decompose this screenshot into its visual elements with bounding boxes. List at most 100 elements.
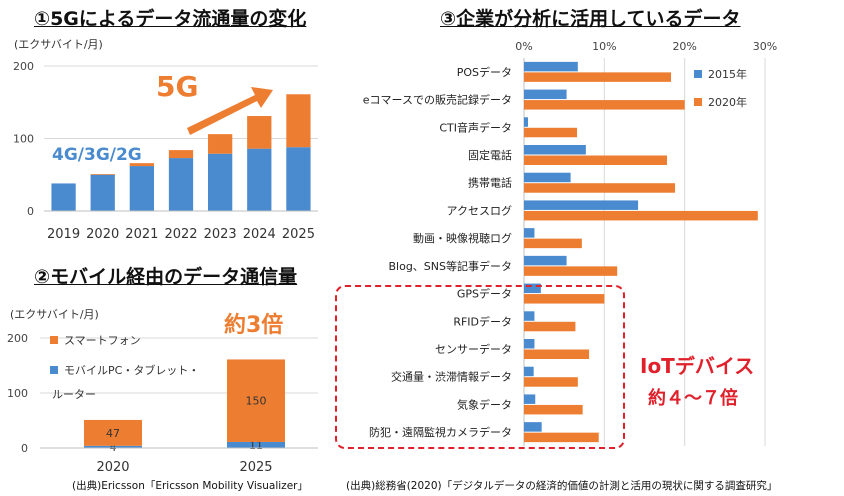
bar-segment — [286, 94, 311, 148]
legend-swatch-smartphone — [50, 336, 58, 344]
data-label: 4 — [110, 441, 117, 454]
legend-swatch-2015 — [694, 70, 702, 78]
chart1: 0 100 200 2019 2020 2021 2022 2023 2024 2025 4G/3G… — [13, 60, 318, 242]
panel2-legend: スマートフォン モバイルPC・タブレット・ ルーター — [50, 332, 199, 402]
category-label: GPSデータ — [457, 287, 512, 301]
x-tick-label: 2022 — [164, 227, 197, 242]
chart2: 0 100 200 447 2020 11 150 2025 約3倍 — [7, 312, 318, 475]
legend-swatch-other — [50, 366, 58, 374]
bar-segment — [90, 174, 115, 211]
bar-segment — [51, 183, 76, 211]
panel1-title: ①5Gによるデータ流通量の変化 — [34, 8, 307, 30]
bar-segment — [84, 445, 142, 448]
category-label: 携帯電話 — [468, 176, 512, 190]
x-tick-label: 2025 — [282, 227, 315, 242]
bar — [524, 100, 685, 110]
panel2-title: ②モバイル経由のデータ通信量 — [34, 266, 298, 288]
category-label: Blog、SNS等記事データ — [388, 259, 512, 273]
bar-segment — [168, 150, 194, 159]
bar — [524, 155, 667, 165]
legend-other: モバイルPC・タブレット・ — [50, 362, 199, 378]
bar — [524, 283, 541, 294]
panel2-unit: (エクサバイト/月) — [10, 308, 99, 321]
bar-segment — [247, 116, 272, 149]
x-tick-label: 2020 — [96, 460, 129, 475]
bar — [524, 311, 535, 321]
panel2-source: (出典)Ericsson「Ericsson Mobility Visualize… — [72, 480, 308, 492]
bar-segment — [129, 166, 154, 211]
category-label: 交通量・渋滞情報データ — [391, 370, 512, 384]
label-5g: 5G — [156, 70, 198, 103]
bar — [524, 394, 536, 404]
legend-2020: 2020年 — [694, 94, 747, 110]
legend-other-cont: ルーター — [50, 386, 199, 402]
bar-segment — [168, 158, 194, 211]
iot-label: IoTデバイス — [640, 354, 755, 378]
bar-segment — [227, 359, 285, 442]
x-tick-label: 10% — [592, 40, 616, 53]
chart3: 0% 10% 20% 30% POSデータ eコマースでの販売記録データ CTI音声データ固… — [363, 40, 777, 446]
bar — [524, 432, 599, 443]
x-tick-label: 2019 — [47, 227, 80, 242]
legend-smartphone-label: スマートフォン — [64, 334, 141, 347]
category-label: 防犯・遠隔監視カメラデータ — [369, 425, 512, 439]
bar — [524, 294, 605, 304]
x-tick-label: 0% — [515, 40, 532, 53]
category-label: センサーデータ — [435, 342, 512, 356]
category-label: 固定電話 — [468, 148, 512, 162]
category-label: RFIDデータ — [453, 314, 512, 328]
bar-segment — [208, 153, 233, 211]
x-tick-label: 20% — [672, 40, 696, 53]
x-tick-label: 30% — [753, 40, 777, 53]
panel3-legend: 2015年 2020年 — [694, 66, 747, 110]
bar — [524, 339, 535, 349]
bar — [524, 422, 542, 432]
category-label: アクセスログ — [447, 203, 512, 217]
bar-segment — [90, 174, 115, 175]
bar — [524, 127, 578, 138]
bar-segment — [84, 419, 142, 446]
bar — [524, 200, 639, 210]
growth-arrow — [187, 87, 273, 135]
x-tick-label: 2024 — [243, 227, 276, 242]
bar-segment — [247, 148, 272, 211]
x-tick-label: 2023 — [204, 227, 237, 242]
bar — [524, 228, 535, 238]
bar — [524, 61, 578, 72]
y-tick-label: 100 — [13, 133, 34, 146]
bar — [524, 266, 618, 276]
label-4g: 4G/3G/2G — [52, 145, 142, 165]
bar — [524, 366, 534, 377]
bar-segment — [286, 147, 311, 211]
bar — [524, 72, 672, 82]
x-tick-label: 2025 — [239, 460, 272, 475]
legend-other-label-2: ルーター — [52, 388, 96, 401]
bar — [524, 145, 586, 155]
bar — [524, 172, 571, 183]
bar — [524, 89, 567, 100]
bar-segment — [208, 134, 233, 154]
category-label: 動画・映像視聴ログ — [413, 231, 512, 245]
bar-segment — [227, 441, 285, 448]
legend-other-label: モバイルPC・タブレット・ — [64, 364, 200, 377]
legend-smartphone: スマートフォン — [50, 332, 199, 348]
y-tick-label: 200 — [7, 332, 28, 345]
category-label: 気象データ — [457, 397, 512, 411]
data-label: 11 — [249, 439, 263, 452]
bar — [524, 349, 590, 359]
iot-highlight-box — [335, 285, 625, 449]
bar — [524, 404, 583, 415]
y-tick-label: 0 — [21, 442, 28, 455]
bar — [524, 117, 529, 127]
data-label: 150 — [246, 395, 267, 408]
legend-2020-label: 2020年 — [708, 96, 747, 109]
panel1-unit: (エクサバイト/月) — [14, 38, 103, 51]
category-label: POSデータ — [457, 65, 512, 79]
panel3-source: (出典)総務省(2020)「デジタルデータの経済的価値の計測と活用の現状に関する… — [346, 480, 778, 492]
x-tick-label: 2020 — [86, 227, 119, 242]
bar — [524, 238, 582, 249]
bar-segment — [129, 163, 154, 167]
legend-swatch-2020 — [694, 98, 702, 106]
category-label: eコマースでの販売記録データ — [363, 93, 512, 107]
data-label: 47 — [106, 427, 120, 440]
